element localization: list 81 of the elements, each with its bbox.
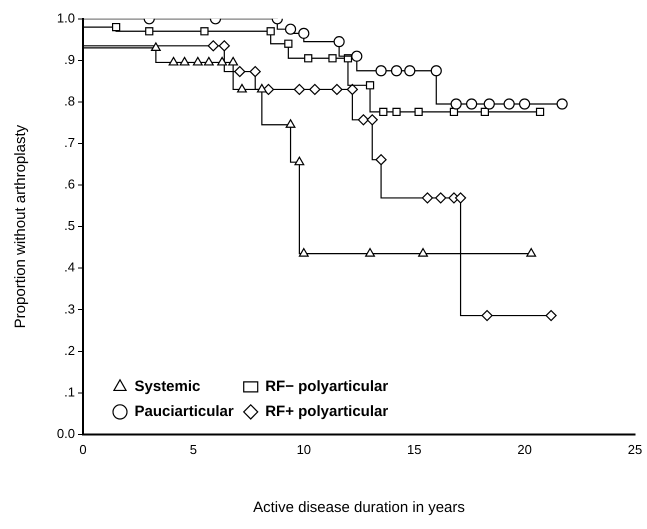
- point: [526, 248, 536, 257]
- point: [304, 54, 312, 62]
- point: [366, 81, 374, 90]
- y-tick-label: .6: [64, 176, 75, 192]
- point: [366, 114, 378, 126]
- point: [266, 27, 275, 36]
- point: [294, 84, 305, 96]
- point: [346, 84, 358, 96]
- legend-label: Pauciarticular: [134, 403, 234, 420]
- x-tick-label: 5: [190, 442, 198, 457]
- point: [379, 108, 388, 116]
- y-tick-label: 0.0: [56, 426, 75, 441]
- point: [331, 84, 343, 96]
- point: [309, 84, 320, 96]
- point: [250, 66, 261, 78]
- point: [200, 27, 209, 36]
- point: [286, 119, 296, 128]
- legend-label: RF− polyarticular: [265, 378, 388, 396]
- y-tick-label: .7: [64, 135, 75, 150]
- y-tick-label: .4: [64, 260, 75, 275]
- point: [390, 65, 402, 76]
- point: [480, 108, 489, 116]
- point: [435, 192, 446, 204]
- point: [351, 50, 362, 62]
- point: [430, 65, 442, 76]
- point: [358, 114, 370, 126]
- point: [375, 65, 387, 76]
- x-tick-label: 15: [406, 442, 422, 457]
- point: [217, 56, 228, 66]
- point: [208, 40, 219, 52]
- point: [392, 108, 401, 116]
- point: [294, 156, 304, 166]
- point: [334, 36, 345, 48]
- point: [481, 310, 493, 322]
- legend-label: Systemic: [134, 378, 200, 396]
- point: [150, 42, 161, 51]
- point: [234, 66, 246, 78]
- point: [168, 56, 178, 66]
- x-tick-label: 20: [517, 442, 532, 457]
- point: [228, 56, 238, 66]
- point: [237, 84, 247, 93]
- point: [466, 98, 478, 110]
- point: [556, 98, 568, 110]
- point: [204, 56, 214, 66]
- point: [112, 22, 120, 32]
- point: [404, 65, 416, 76]
- point: [365, 248, 375, 257]
- point: [375, 154, 387, 166]
- y-axis-title: Proportion without arthroplasty: [12, 124, 30, 328]
- point: [484, 98, 495, 110]
- y-tick-label: .2: [64, 342, 75, 358]
- point: [545, 310, 557, 322]
- point: [298, 248, 309, 257]
- point: [256, 84, 267, 93]
- point: [192, 56, 203, 66]
- point: [422, 192, 434, 204]
- point: [504, 98, 515, 110]
- point: [298, 28, 310, 39]
- y-tick-label: .5: [64, 218, 75, 234]
- point: [519, 98, 530, 110]
- point: [145, 27, 154, 36]
- x-tick-label: 25: [628, 442, 642, 457]
- x-tick-label: 0: [79, 442, 87, 457]
- point: [454, 192, 466, 204]
- point: [536, 108, 544, 116]
- point: [450, 98, 462, 110]
- x-tick-label: 10: [296, 442, 312, 457]
- point: [180, 56, 190, 66]
- point: [414, 108, 423, 116]
- point: [284, 40, 292, 48]
- legend-label: RF+ polyarticular: [265, 403, 388, 420]
- point: [418, 248, 428, 257]
- point: [328, 54, 337, 62]
- y-tick-label: .1: [64, 384, 75, 400]
- point: [218, 40, 230, 52]
- y-tick-label: .3: [64, 301, 75, 316]
- x-axis-title: Active disease duration in years: [253, 499, 465, 516]
- y-tick-label: .9: [64, 52, 75, 67]
- y-tick-label: .8: [64, 94, 75, 108]
- point: [284, 24, 296, 35]
- y-tick-label: 1.0: [56, 10, 75, 26]
